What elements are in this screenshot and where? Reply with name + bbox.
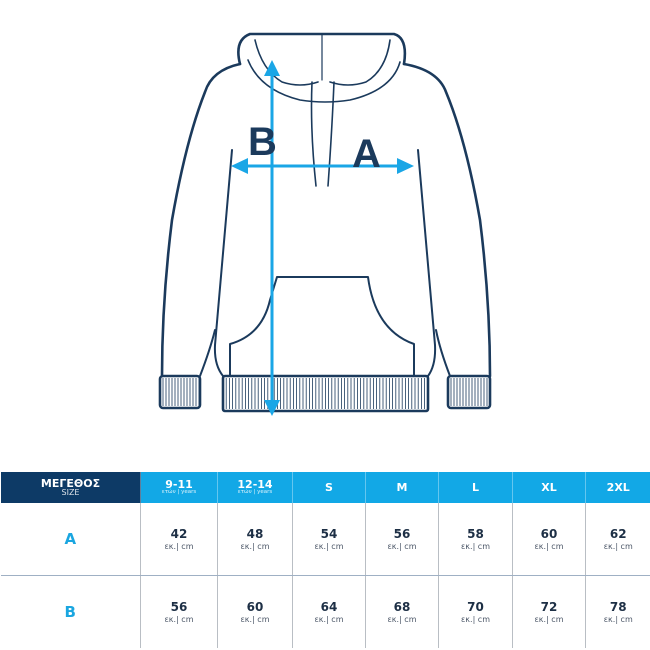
size-header: ΜΕΓΕΘΟΣ SIZE [0, 472, 141, 503]
header-row: ΜΕΓΕΘΟΣ SIZE 9-11 ετών | years 12-14 ετών … [0, 472, 650, 503]
measurement-cell: 42 εκ.| cm [140, 503, 218, 576]
measurement-cell: 72 εκ.| cm [512, 575, 586, 648]
arrow-head-right [397, 158, 414, 174]
arrow-head-left [231, 158, 248, 174]
unit-label: εκ.| cm [164, 542, 194, 551]
measurement-value: 78 [609, 600, 627, 614]
measurement-cell: 56 εκ.| cm [365, 503, 439, 576]
unit-label: εκ.| cm [603, 542, 633, 551]
measurement-cell: 70 εκ.| cm [438, 575, 513, 648]
table-row: B 56 εκ.| cm 60 εκ.| cm 64 εκ.| cm 68 εκ.| cm 70 ε… [1, 575, 650, 648]
measurement-value: 58 [467, 527, 484, 541]
col-header: L [438, 472, 513, 503]
measurement-cell: 62 εκ.| cm [585, 503, 650, 576]
drawstring-left [310, 81, 317, 187]
measurement-cell: 68 εκ.| cm [365, 575, 439, 648]
size-subtitle: SIZE [61, 488, 80, 498]
measurement-value: 54 [320, 527, 338, 541]
row-label: B [64, 603, 76, 621]
measurement-cell: 60 εκ.| cm [217, 575, 293, 648]
unit-label: εκ.| cm [387, 615, 417, 624]
measurement-cell: 58 εκ.| cm [438, 503, 513, 576]
left-body-side [213, 149, 233, 377]
label-B: B [248, 120, 277, 164]
measurement-value: 70 [467, 600, 484, 614]
right-cuff [446, 374, 492, 410]
unit-label: εκ.| cm [164, 615, 194, 624]
size-table: ΜΕΓΕΘΟΣ SIZE 9-11 ετών | years 12-14 ετών … [0, 472, 650, 648]
measurement-value: 42 [170, 527, 188, 541]
unit-label: εκ.| cm [314, 542, 344, 551]
hood-outline [237, 32, 407, 66]
measurement-value: 60 [540, 527, 558, 541]
left-cuff [158, 374, 202, 410]
unit-label: εκ.| cm [314, 615, 344, 624]
col-header: XL [512, 472, 586, 503]
arrow-head-up [264, 60, 280, 76]
measurement-cell: 56 εκ.| cm [140, 575, 218, 648]
measurement-value: 56 [393, 527, 411, 541]
col-header: 9-11 ετών | years [140, 472, 218, 503]
row-label: A [0, 503, 141, 576]
unit-label: εκ.| cm [240, 615, 270, 624]
col-header: 2XL [585, 472, 650, 503]
measurement-cell: 60 εκ.| cm [512, 503, 586, 576]
right-sleeve-inner [435, 329, 451, 377]
unit-label: εκ.| cm [460, 542, 490, 551]
measurement-value: 62 [609, 527, 627, 541]
measurement-value: 72 [540, 600, 558, 614]
kangaroo-pocket [229, 276, 415, 377]
unit-label: εκ.| cm [460, 615, 490, 624]
hood-inner [247, 39, 401, 103]
unit-label: εκ.| cm [387, 542, 417, 551]
right-sleeve [402, 62, 492, 378]
measurement-cell: 48 εκ.| cm [217, 503, 293, 576]
measurement-value: 56 [170, 600, 188, 614]
label-A: A [352, 132, 381, 176]
measurement-value: 68 [393, 600, 411, 614]
table-row: A 42 εκ.| cm 48 εκ.| cm 54 εκ.| cm 56 εκ.| cm 58 ε… [0, 503, 650, 576]
drawstring-right [327, 81, 335, 187]
unit-label: εκ.| cm [240, 542, 270, 551]
measurement-cell: 78 εκ.| cm [585, 575, 650, 648]
measurement-cell: 54 εκ.| cm [292, 503, 366, 576]
measurement-value: 48 [246, 527, 264, 541]
unit-label: εκ.| cm [534, 542, 564, 551]
left-sleeve-inner [199, 329, 216, 377]
col-header: 12-14 ετών | years [217, 472, 293, 503]
hoodie-illustration: B A [158, 32, 492, 416]
left-sleeve [160, 62, 242, 378]
measurement-cell: 64 εκ.| cm [292, 575, 366, 648]
measurement-value: 64 [320, 600, 338, 614]
right-body-side [417, 149, 437, 377]
measurement-value: 60 [246, 600, 264, 614]
unit-label: εκ.| cm [534, 615, 564, 624]
size-title: ΜΕΓΕΘΟΣ [40, 476, 101, 490]
unit-label: εκ.| cm [603, 615, 633, 624]
col-header: M [365, 472, 439, 503]
arrow-head-down [264, 400, 280, 416]
col-header: S [292, 472, 366, 503]
